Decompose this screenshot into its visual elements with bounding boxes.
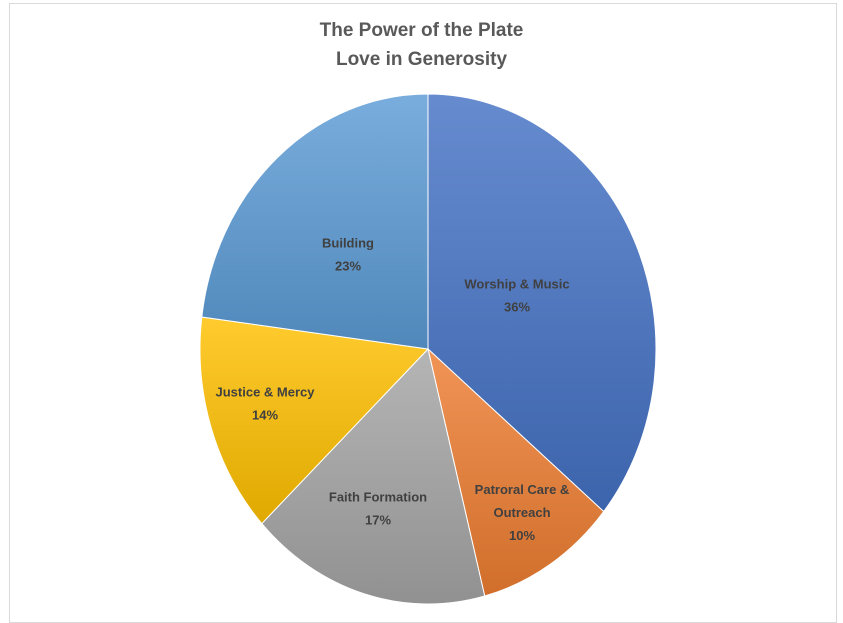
slice-percent: 14% (252, 408, 278, 423)
slice-percent: 10% (509, 528, 535, 543)
slice-name-line: Building (322, 236, 374, 251)
slice-name-line: Justice & Mercy (216, 385, 316, 400)
slice-name-line: Outreach (493, 505, 550, 520)
chart-title: The Power of the Plate (319, 20, 524, 41)
slice-label-worship-music: Worship & Music 36% (464, 277, 569, 315)
pie-slice-justice-mercy (199, 316, 430, 525)
pie-slice-building (201, 93, 429, 350)
pie-slice-faith-formation (261, 347, 486, 605)
slice-label-building: Building 23% (322, 236, 374, 274)
pie-slice-worship-music (427, 93, 657, 513)
slice-name-line: Faith Formation (329, 490, 427, 505)
slice-name-line: Worship & Music (464, 277, 569, 292)
slice-percent: 17% (365, 513, 391, 528)
pie-slices (199, 93, 657, 605)
slice-label-patroral-care-outreach: Patroral Care & Outreach 10% (475, 482, 570, 543)
pie-slice-patroral-care-outreach (427, 347, 605, 597)
chart-subtitle: Love in Generosity (335, 49, 508, 70)
pie-labels: Worship & Music 36% Patroral Care & Outreac… (216, 236, 570, 544)
slice-name-line: Patroral Care & (475, 482, 570, 497)
slice-label-justice-mercy: Justice & Mercy 14% (216, 385, 316, 423)
chart-title-block: The Power of the Plate Love in Generosit… (0, 16, 843, 74)
slice-percent: 36% (504, 300, 530, 315)
slice-label-faith-formation: Faith Formation 17% (329, 490, 427, 528)
slice-percent: 23% (335, 259, 361, 274)
